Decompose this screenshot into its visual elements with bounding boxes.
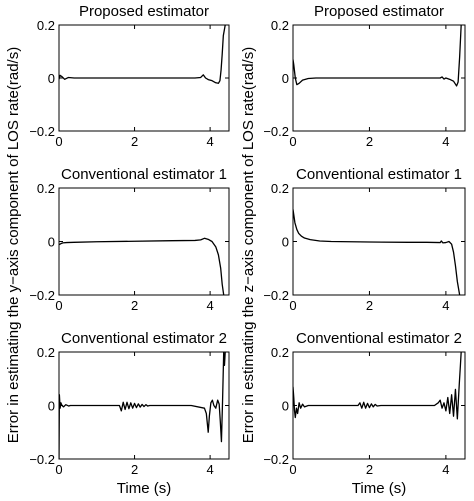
panel-title-middle-left: Conventional estimator 1 bbox=[61, 166, 227, 183]
panel-title-top-right: Proposed estimator bbox=[314, 3, 444, 20]
panel-title-middle-right: Conventional estimator 1 bbox=[296, 166, 462, 183]
y-axis-label-left: Error in estimating the y−axis component… bbox=[5, 47, 22, 443]
x-tick-label-top-right: 4 bbox=[442, 134, 449, 149]
y-tick-label-bottom-left: 0 bbox=[48, 399, 55, 414]
y-tick-label-top-left: 0.2 bbox=[37, 18, 55, 33]
panel-title-bottom-left: Conventional estimator 2 bbox=[61, 330, 227, 347]
x-tick-label-bottom-left: 4 bbox=[206, 462, 213, 477]
x-tick-label-bottom-right: 4 bbox=[442, 462, 449, 477]
panel-title-bottom-right: Conventional estimator 2 bbox=[296, 330, 462, 347]
series-line-middle-right bbox=[293, 209, 461, 295]
x-tick-label-middle-right: 4 bbox=[442, 298, 449, 313]
series-line-middle-left bbox=[59, 237, 225, 295]
series-line-bottom-left bbox=[59, 352, 226, 459]
x-tick-label-middle-right: 2 bbox=[366, 298, 373, 313]
panel-title-top-left: Proposed estimator bbox=[79, 3, 209, 20]
x-tick-label-bottom-left: 0 bbox=[55, 462, 62, 477]
x-axis-label-bottom-left: Time (s) bbox=[117, 480, 171, 497]
y-tick-label-middle-left: 0.2 bbox=[37, 181, 55, 196]
y-tick-label-top-right: 0.2 bbox=[271, 18, 289, 33]
y-tick-label-middle-left: 0 bbox=[48, 235, 55, 250]
y-tick-label-bottom-right: 0.2 bbox=[271, 345, 289, 360]
y-tick-label-bottom-right: 0 bbox=[282, 399, 289, 414]
x-tick-label-top-left: 0 bbox=[55, 134, 62, 149]
y-tick-label-top-right: −0.2 bbox=[263, 124, 289, 139]
x-tick-label-middle-left: 2 bbox=[131, 298, 138, 313]
x-tick-label-bottom-right: 2 bbox=[366, 462, 373, 477]
y-tick-label-middle-right: 0.2 bbox=[271, 181, 289, 196]
y-tick-label-middle-right: 0 bbox=[282, 235, 289, 250]
x-tick-label-top-left: 2 bbox=[131, 134, 138, 149]
y-tick-label-top-left: −0.2 bbox=[29, 124, 55, 139]
y-tick-label-bottom-left: 0.2 bbox=[37, 345, 55, 360]
series-line-top-right bbox=[293, 25, 462, 87]
x-tick-label-top-right: 2 bbox=[366, 134, 373, 149]
x-tick-label-bottom-left: 2 bbox=[131, 462, 138, 477]
x-tick-label-middle-left: 0 bbox=[55, 298, 62, 313]
x-tick-label-middle-left: 4 bbox=[206, 298, 213, 313]
x-tick-label-top-right: 0 bbox=[289, 134, 296, 149]
panel-middle-right: Conventional estimator 10 2 4−0.200.2 bbox=[263, 166, 466, 313]
x-tick-label-middle-right: 0 bbox=[289, 298, 296, 313]
panel-bottom-right: Conventional estimator 20 2 4−0.200.2Time … bbox=[263, 330, 466, 497]
y-tick-label-bottom-right: −0.2 bbox=[263, 452, 289, 467]
x-axis-label-bottom-right: Time (s) bbox=[352, 480, 406, 497]
y-tick-label-middle-left: −0.2 bbox=[29, 288, 55, 303]
x-tick-label-bottom-right: 0 bbox=[289, 462, 296, 477]
y-axis-label-right: Error in estimating the z−axis component… bbox=[240, 47, 257, 443]
panel-middle-left: Conventional estimator 10 2 4−0.200.2 bbox=[29, 166, 230, 313]
y-tick-label-middle-right: −0.2 bbox=[263, 288, 289, 303]
y-tick-label-top-left: 0 bbox=[48, 71, 55, 86]
panel-bottom-left: Conventional estimator 20 2 4−0.200.2Time … bbox=[29, 330, 230, 497]
x-tick-label-top-left: 4 bbox=[206, 134, 213, 149]
y-tick-label-top-right: 0 bbox=[282, 71, 289, 86]
y-tick-label-bottom-left: −0.2 bbox=[29, 452, 55, 467]
series-line-bottom-right bbox=[293, 352, 462, 420]
series-line-top-left bbox=[59, 25, 226, 84]
